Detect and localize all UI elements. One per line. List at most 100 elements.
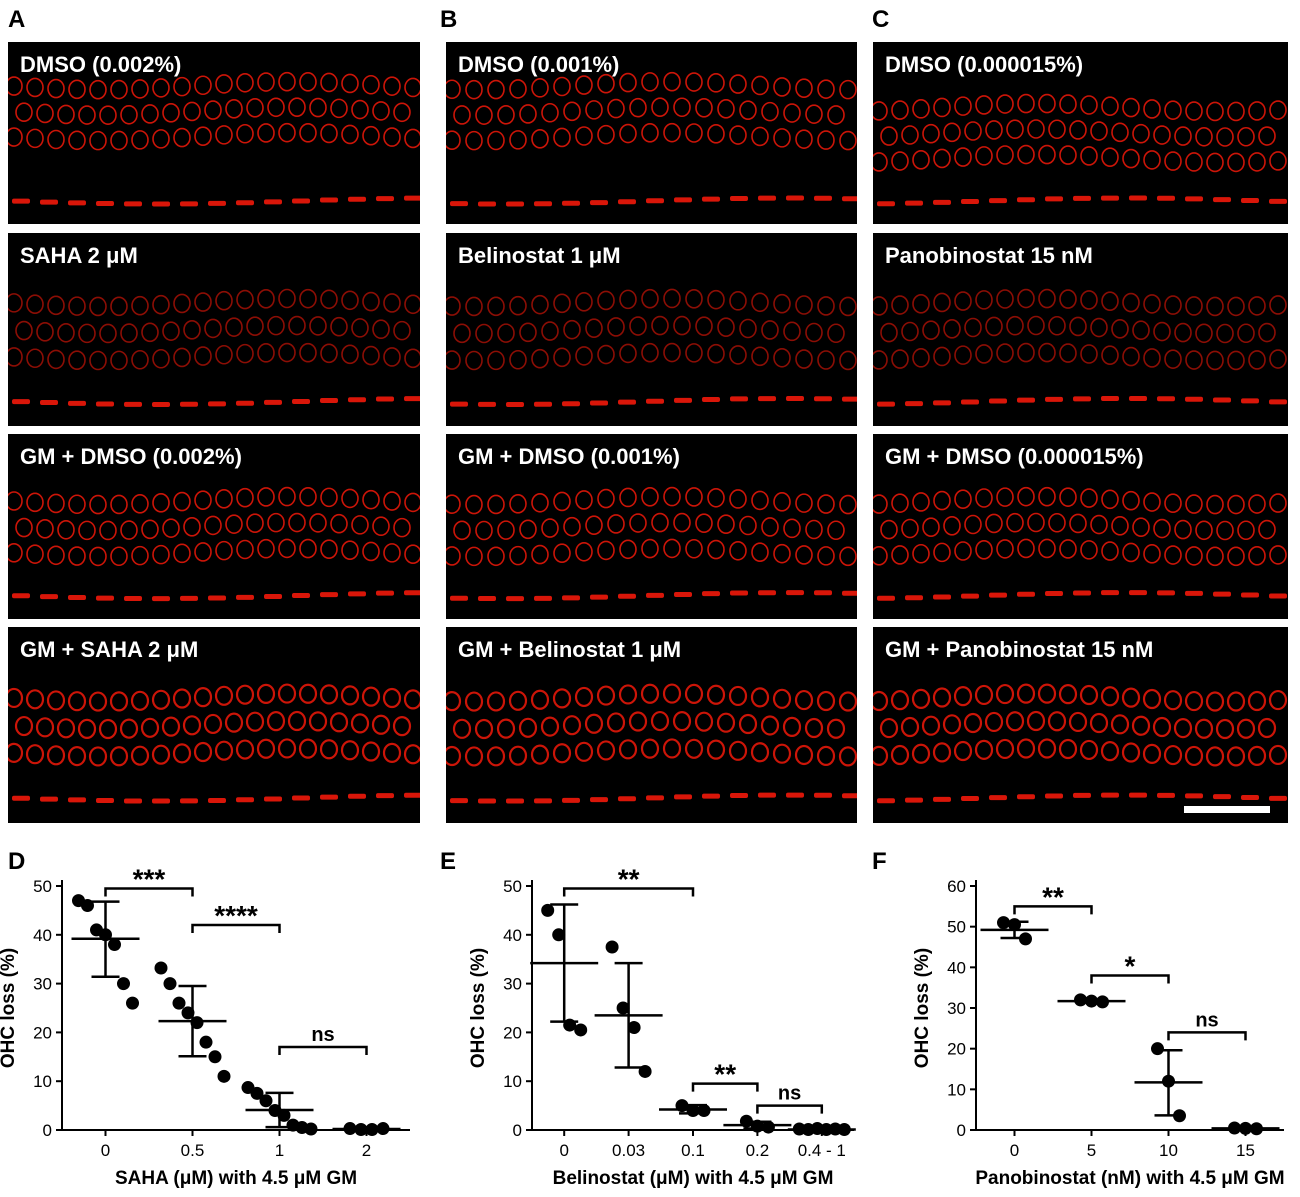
micrograph-label: GM + DMSO (0.000015%) <box>885 444 1144 469</box>
y-tick-label: 0 <box>43 1121 52 1140</box>
y-tick-label: 0 <box>513 1121 522 1140</box>
y-tick-label: 50 <box>947 918 966 937</box>
x-tick-label: 0 <box>101 1141 110 1160</box>
y-tick-label: 20 <box>503 1023 522 1042</box>
cell-pattern <box>873 486 1287 601</box>
data-point <box>154 961 168 975</box>
micrograph-a-3: GM + DMSO (0.002%) <box>8 434 420 619</box>
data-point <box>199 1035 213 1049</box>
y-tick-label: 30 <box>947 999 966 1018</box>
micrograph-c-1: DMSO (0.000015%) <box>873 42 1288 224</box>
significance-bracket <box>104 887 194 897</box>
x-tick-label: 10 <box>1159 1141 1178 1160</box>
significance-label: ns <box>311 1024 334 1046</box>
significance-label: ns <box>778 1083 801 1105</box>
y-axis-label: OHC loss (%) <box>912 948 933 1068</box>
significance-bracket <box>1090 974 1170 984</box>
y-axis-label: OHC loss (%) <box>0 948 19 1068</box>
significance-bracket <box>1013 905 1093 915</box>
y-tick-label: 40 <box>33 926 52 945</box>
panel-letter-e: E <box>440 848 457 875</box>
y-tick-label: 0 <box>957 1121 966 1140</box>
data-point <box>627 1021 641 1035</box>
y-tick-label: 50 <box>33 877 52 896</box>
micrograph-c-2: Panobinostat 15 nM <box>873 233 1288 426</box>
cell-pattern <box>8 683 420 804</box>
y-tick-label: 40 <box>947 958 966 977</box>
micrograph-label: SAHA 2 μM <box>20 243 138 268</box>
significance-bracket <box>191 923 281 934</box>
micrograph-label: GM + SAHA 2 μM <box>20 637 199 662</box>
cell-pattern <box>446 288 857 407</box>
significance-bracket <box>756 1104 824 1114</box>
data-point <box>81 899 94 913</box>
cell-pattern <box>873 683 1288 804</box>
y-tick-label: 20 <box>33 1023 52 1042</box>
y-tick-label: 50 <box>503 877 522 896</box>
x-axis-label: SAHA (μM) with 4.5 μM GM <box>115 1168 357 1189</box>
data-point <box>163 977 177 991</box>
x-tick-label: 0 <box>1010 1141 1019 1160</box>
cell-pattern <box>873 93 1287 207</box>
panel-letter-d: D <box>8 848 26 875</box>
y-tick-label: 10 <box>33 1072 52 1091</box>
data-point <box>208 1050 222 1064</box>
x-tick-label: 15 <box>1236 1141 1255 1160</box>
data-point <box>616 1001 630 1015</box>
chart-panel-d: 0 10 20 30 40 50 0 0.5 1 2 SAHA (μM) with 4.5 μM G… <box>0 863 410 1189</box>
micrograph-label: DMSO (0.000015%) <box>885 52 1084 77</box>
significance-label: **** <box>214 900 258 931</box>
x-tick-label: 0.03 <box>612 1141 645 1160</box>
micrograph-a-4: GM + SAHA 2 μM <box>8 627 420 823</box>
data-point <box>574 1023 588 1037</box>
micrograph-b-1: DMSO (0.001%) <box>446 42 857 224</box>
micrograph-c-3: GM + DMSO (0.000015%) <box>873 434 1288 619</box>
micrograph-label: Panobinostat 15 nM <box>885 243 1093 268</box>
x-tick-label: 0.2 <box>746 1141 770 1160</box>
data-point <box>761 1120 775 1134</box>
cell-pattern <box>446 683 857 804</box>
cell-pattern <box>446 71 857 207</box>
micrograph-a-1: DMSO (0.002%) <box>8 42 420 224</box>
x-tick-label: 0.4 - 1 <box>798 1141 846 1160</box>
data-point <box>126 996 139 1010</box>
chart-panel-e: 0 10 20 30 40 50 0 0.03 0.1 0.2 0.4 - 1 Belinostat … <box>468 863 856 1189</box>
x-tick-label: 5 <box>1087 1141 1096 1160</box>
cell-pattern <box>446 486 857 602</box>
data-point <box>172 996 186 1010</box>
data-point <box>541 903 555 917</box>
significance-bracket <box>691 1082 759 1092</box>
x-axis-label: Panobinostat (nM) with 4.5 μM GM <box>975 1168 1284 1189</box>
panel-letter-f: F <box>872 848 887 875</box>
cell-pattern <box>8 71 420 207</box>
significance-bracket <box>562 887 695 897</box>
panel-letter-a: A <box>8 6 26 33</box>
cell-pattern <box>8 486 420 602</box>
micrograph-label: DMSO (0.002%) <box>20 52 182 77</box>
cell-pattern <box>8 288 420 407</box>
significance-label: ** <box>714 1059 736 1090</box>
y-tick-label: 60 <box>947 877 966 896</box>
y-tick-label: 30 <box>503 975 522 994</box>
data-point <box>217 1069 231 1083</box>
data-point <box>304 1122 318 1136</box>
data-point <box>117 977 130 991</box>
data-point <box>108 938 121 952</box>
y-axis-label: OHC loss (%) <box>468 948 489 1068</box>
x-tick-label: 0.5 <box>181 1141 205 1160</box>
micrograph-label: DMSO (0.001%) <box>458 52 620 77</box>
scale-bar <box>1184 806 1270 813</box>
cell-pattern <box>873 288 1287 407</box>
x-axis-label: Belinostat (μM) with 4.5 μM GM <box>553 1168 834 1189</box>
micrograph-b-4: GM + Belinostat 1 μM <box>446 627 857 823</box>
x-tick-label: 2 <box>362 1141 371 1160</box>
y-tick-label: 20 <box>947 1040 966 1059</box>
panel-letter-b: B <box>440 6 458 33</box>
significance-label: *** <box>133 863 166 894</box>
data-point <box>1151 1042 1164 1056</box>
micrograph-label: Belinostat 1 μM <box>458 243 621 268</box>
micrograph-label: GM + DMSO (0.002%) <box>20 444 242 469</box>
micrograph-label: GM + DMSO (0.001%) <box>458 444 680 469</box>
micrograph-a-2: SAHA 2 μM <box>8 233 420 426</box>
x-tick-label: 0.1 <box>681 1141 705 1160</box>
